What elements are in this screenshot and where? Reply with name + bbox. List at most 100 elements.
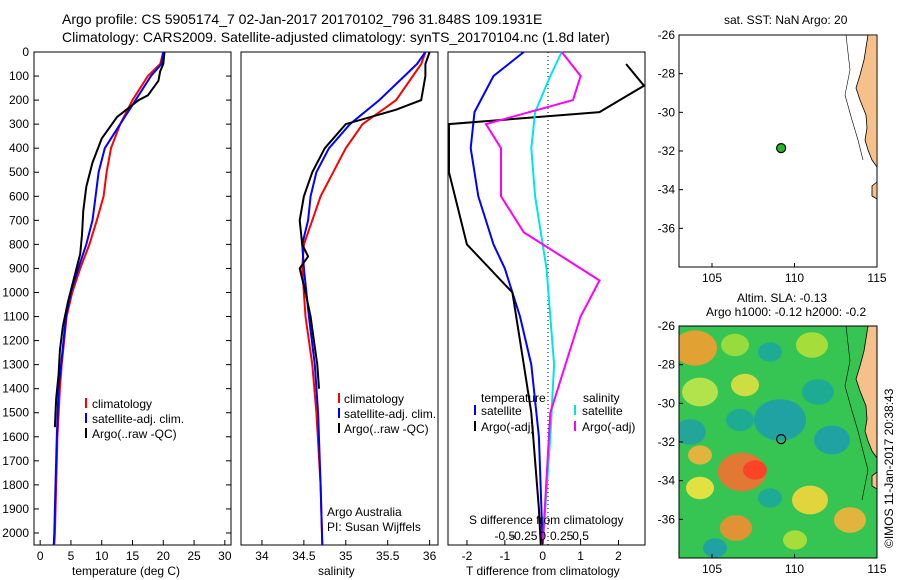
sla-ytick-label: -34 bbox=[658, 474, 676, 488]
sst-xtick-label: 115 bbox=[867, 271, 886, 285]
depth-tick-label: 1900 bbox=[2, 502, 29, 516]
difference-legend-t-argo: Argo(-adj) bbox=[481, 420, 534, 434]
sst-ytick-label: -34 bbox=[658, 183, 676, 197]
sla-anomaly-blob bbox=[796, 332, 828, 358]
s-series-1-line bbox=[301, 51, 427, 546]
t-xtick-label: 5 bbox=[68, 549, 75, 563]
sla-anomaly-blob bbox=[682, 377, 718, 407]
difference-panel: -2 -1 0 1 2 temperature satellite Argo(-adj)… bbox=[447, 51, 646, 578]
d-series-3-line bbox=[484, 51, 601, 546]
sla-heatmap bbox=[679, 326, 877, 558]
sla-anomaly-blob bbox=[758, 488, 782, 508]
sla-anomaly-blob bbox=[721, 333, 749, 357]
s-difference-tick-label: -0.25 bbox=[510, 529, 538, 543]
salinity-panel: 34 34.5 35 35.5 36 salinity climatology sate… bbox=[240, 51, 439, 578]
t-series-2-line bbox=[53, 51, 166, 428]
sst-ytick-label: -36 bbox=[658, 221, 676, 235]
salinity-xlabel: salinity bbox=[318, 564, 355, 578]
sla-argo-location bbox=[776, 434, 787, 445]
difference-legend-s-satellite: satellite bbox=[582, 404, 623, 418]
salinity-annotation-institution: Argo Australia bbox=[327, 505, 402, 519]
sla-anomaly-blob bbox=[783, 530, 807, 550]
sla-anomaly-blob bbox=[731, 373, 759, 397]
copyright-label: ©IMOS 11-Jan-2017 20:38:43 bbox=[882, 388, 896, 548]
sst-map-land-south bbox=[871, 181, 878, 200]
difference-legend-t-satellite: satellite bbox=[481, 404, 522, 418]
depth-tick-label: 1400 bbox=[2, 382, 29, 396]
s-xtick-label: 34.5 bbox=[292, 549, 316, 563]
sla-anomaly-blob bbox=[834, 507, 866, 533]
depth-tick-label: 1200 bbox=[2, 334, 29, 348]
header-line-1: Argo profile: CS 5905174_7 02-Jan-2017 2… bbox=[62, 11, 542, 27]
s-series-2-line bbox=[298, 51, 431, 389]
t-series-group bbox=[52, 51, 166, 546]
depth-tick-label: 700 bbox=[9, 213, 29, 227]
sla-xtick-label: 110 bbox=[785, 562, 804, 576]
sla-map-land-south bbox=[871, 471, 877, 490]
sla-anomaly-blob bbox=[679, 330, 717, 366]
sla-ytick-label: -30 bbox=[658, 396, 676, 410]
t-difference-label: T difference from climatology bbox=[466, 564, 620, 578]
t-xtick-label: 0 bbox=[37, 549, 44, 563]
s-difference-tick-label: 0 bbox=[539, 529, 546, 543]
s-series-group bbox=[298, 51, 431, 546]
salinity-annotation-pi: PI: Susan Wijffels bbox=[327, 520, 421, 534]
sla-anomaly-blob bbox=[802, 379, 834, 405]
salinity-legend-argo: Argo(..raw -QC) bbox=[344, 422, 429, 436]
difference-legend: temperature satellite Argo(-adj) salinit… bbox=[474, 391, 635, 434]
sst-xtick-label: 110 bbox=[785, 271, 804, 285]
depth-tick-label: 800 bbox=[9, 237, 29, 251]
temperature-legend-climatology: climatology bbox=[92, 397, 152, 411]
sst-map-coast-contour bbox=[844, 34, 864, 161]
depth-tick-label: 1500 bbox=[2, 406, 29, 420]
difference-legend-temperature: temperature bbox=[481, 391, 546, 405]
t-xtick-label: 25 bbox=[187, 549, 201, 563]
depth-tick-label: 300 bbox=[9, 117, 29, 131]
d-series-group bbox=[448, 51, 646, 546]
sst-map-panel: sat. SST: NaN Argo: 20 105 110 115 -26 -28 -3… bbox=[658, 13, 887, 285]
depth-tick-label: 1600 bbox=[2, 430, 29, 444]
header-line-2: Climatology: CARS2009. Satellite-adjuste… bbox=[62, 29, 610, 45]
sla-anomaly-blob bbox=[792, 485, 828, 515]
sla-anomaly-blob bbox=[686, 476, 714, 500]
depth-tick-label: 2000 bbox=[2, 526, 29, 540]
s-difference-label: S difference from climatology bbox=[469, 513, 624, 527]
sla-anomaly-blob bbox=[720, 515, 752, 541]
sst-ytick-label: -30 bbox=[658, 105, 676, 119]
s-xtick-label: 36 bbox=[423, 549, 437, 563]
sla-ytick-label: -36 bbox=[658, 512, 676, 526]
depth-tick-label: 200 bbox=[9, 93, 29, 107]
temperature-legend-satellite: satellite-adj. clim. bbox=[92, 412, 184, 426]
depth-tick-label: 600 bbox=[9, 189, 29, 203]
sla-anomaly-blob bbox=[754, 399, 806, 441]
depth-tick-label: 1800 bbox=[2, 478, 29, 492]
salinity-legend-satellite: satellite-adj. clim. bbox=[344, 407, 436, 421]
sla-map-panel: Altim. SLA: -0.13 Argo h1000: -0.12 h200… bbox=[658, 291, 887, 576]
t-series-1-line bbox=[52, 51, 165, 546]
d-xtick-label: -1 bbox=[499, 549, 510, 563]
sla-ytick-label: -32 bbox=[658, 435, 676, 449]
sla-anomaly-blob bbox=[758, 342, 782, 362]
sla-anomaly-blob bbox=[679, 419, 706, 445]
s-xtick-label: 35.5 bbox=[376, 549, 400, 563]
difference-legend-s-argo: Argo(-adj) bbox=[582, 420, 635, 434]
sst-ytick-label: -28 bbox=[658, 67, 676, 81]
sst-xtick-label: 105 bbox=[702, 271, 722, 285]
salinity-legend-climatology: climatology bbox=[344, 392, 404, 406]
temperature-legend-argo: Argo(..raw -QC) bbox=[92, 427, 177, 441]
sst-ytick-label: -32 bbox=[658, 144, 676, 158]
s-xtick-label: 34 bbox=[255, 549, 269, 563]
d-series-1-line bbox=[448, 63, 646, 546]
t-xtick-label: 15 bbox=[126, 549, 140, 563]
temperature-xlabel: temperature (deg C) bbox=[72, 564, 180, 578]
t-xtick-label: 10 bbox=[95, 549, 109, 563]
sla-xtick-label: 105 bbox=[702, 562, 722, 576]
temperature-legend: climatology satellite-adj. clim. Argo(..… bbox=[85, 397, 184, 441]
sla-anomaly-blob bbox=[743, 460, 767, 480]
sla-ytick-label: -26 bbox=[658, 319, 676, 333]
sla-anomaly-blob bbox=[726, 408, 754, 432]
sla-map-land bbox=[855, 326, 877, 459]
sla-anomaly-blob bbox=[688, 445, 712, 465]
sla-ytick-label: -28 bbox=[658, 358, 676, 372]
depth-tick-label: 900 bbox=[9, 261, 29, 275]
